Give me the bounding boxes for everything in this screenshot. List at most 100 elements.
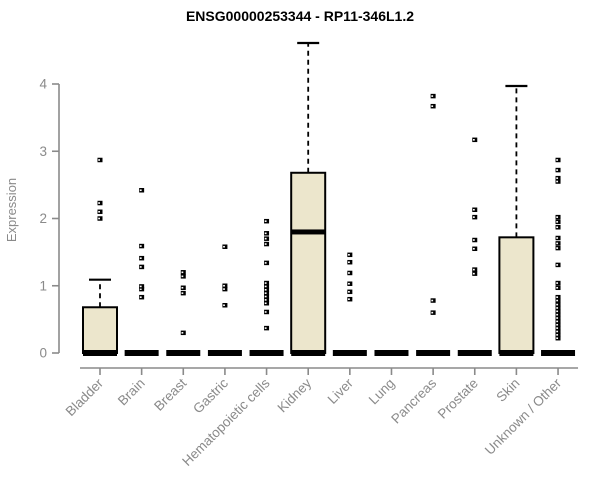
outlier-point-notch xyxy=(556,307,559,309)
y-axis-title: Expression xyxy=(4,178,19,242)
outlier-point-notch xyxy=(264,282,267,284)
median-line xyxy=(291,229,326,235)
outlier-point-notch xyxy=(98,210,100,213)
outlier-point-notch xyxy=(181,275,184,278)
zero-bar xyxy=(374,350,409,356)
outlier-point-notch xyxy=(264,237,267,240)
y-tick-label: 4 xyxy=(39,77,47,92)
outlier-point xyxy=(472,137,478,143)
outlier-point-notch xyxy=(431,105,434,107)
outlier-point-notch xyxy=(472,247,475,250)
x-category-label: Pancreas xyxy=(388,375,439,426)
outlier-point-notch xyxy=(556,299,559,302)
plot-marks xyxy=(82,41,576,356)
box xyxy=(498,236,535,354)
outlier-point-notch xyxy=(223,245,225,248)
y-axis: 0 1 2 3 4 xyxy=(39,77,60,361)
outlier-point-notch xyxy=(98,217,100,220)
outlier-point-notch xyxy=(348,272,350,274)
x-category-label: Breast xyxy=(151,375,189,413)
x-category-label: Brain xyxy=(115,376,148,409)
outlier-point-notch xyxy=(556,317,559,319)
x-category-label: Unknown / Other xyxy=(482,375,565,458)
y-tick-label: 0 xyxy=(39,346,47,361)
outlier-point-notch xyxy=(472,216,475,218)
zero-bar xyxy=(291,350,326,356)
outlier-point-notch xyxy=(556,159,559,161)
outlier-point-notch xyxy=(264,220,267,222)
outlier-point-notch xyxy=(348,291,350,293)
outlier-point-notch xyxy=(139,285,142,288)
x-category-label: Prostate xyxy=(435,376,481,422)
outlier-point-notch xyxy=(264,327,267,329)
outlier-point-notch xyxy=(556,247,559,249)
zero-bar xyxy=(541,350,576,356)
outlier-point-notch xyxy=(181,292,184,294)
outlier-point-notch xyxy=(472,139,475,141)
outlier-point-notch xyxy=(472,268,475,271)
zero-bar xyxy=(332,350,367,356)
outlier-point-notch xyxy=(472,272,475,275)
outlier-point xyxy=(472,214,478,220)
outlier-point-notch xyxy=(98,202,100,204)
x-category-label: Bladder xyxy=(63,375,107,419)
outlier-point-notch xyxy=(556,169,559,171)
outlier-point-notch xyxy=(264,292,267,294)
outlier-point-notch xyxy=(348,298,350,300)
outlier-point-notch xyxy=(264,232,267,235)
zero-bar xyxy=(457,350,492,356)
outlier-point-notch xyxy=(139,257,142,259)
outlier-point-notch xyxy=(223,288,225,290)
outlier-point-notch xyxy=(264,302,267,305)
outlier-point-notch xyxy=(556,303,559,306)
outlier-point-notch xyxy=(556,242,559,245)
outlier-point-notch xyxy=(556,221,559,223)
chart-title: ENSG00000253344 - RP11-346L1.2 xyxy=(186,8,414,24)
outlier-point-notch xyxy=(98,159,100,161)
outlier-point-notch xyxy=(431,311,434,314)
y-tick-label: 1 xyxy=(39,278,47,293)
outlier-point-notch xyxy=(556,337,559,340)
outlier-point-notch xyxy=(556,313,559,316)
zero-bar xyxy=(249,350,284,356)
outlier-point-notch xyxy=(264,243,267,245)
outlier-point-notch xyxy=(556,177,559,179)
zero-bar xyxy=(166,350,201,356)
outlier-point xyxy=(472,271,478,276)
y-tick-label: 3 xyxy=(39,144,47,159)
outlier-point-notch xyxy=(556,334,559,336)
box xyxy=(290,171,327,354)
outlier-point-notch xyxy=(139,296,142,298)
outlier-point-notch xyxy=(264,311,267,313)
outlier-point-notch xyxy=(264,288,267,291)
zero-bar xyxy=(416,350,451,356)
outlier-point-notch xyxy=(348,254,350,256)
outlier-point-notch xyxy=(556,282,559,284)
zero-bar xyxy=(499,350,534,356)
x-category-label: Skin xyxy=(493,376,522,405)
outlier-point-notch xyxy=(139,245,142,247)
outlier-point-notch xyxy=(264,262,267,264)
outlier-point-notch xyxy=(223,284,225,287)
outlier-point-notch xyxy=(139,266,142,268)
outlier-point-notch xyxy=(556,216,559,218)
outlier-point-notch xyxy=(556,296,559,298)
x-category-label: Gastric xyxy=(190,375,231,416)
x-category-label: Lung xyxy=(366,376,398,408)
outlier-point-notch xyxy=(139,189,142,192)
box xyxy=(82,306,118,354)
outlier-point-notch xyxy=(431,95,434,97)
outlier-point-notch xyxy=(348,261,350,264)
outlier-point-notch xyxy=(223,304,225,307)
outlier-point-notch xyxy=(181,332,184,334)
outlier-point-notch xyxy=(556,327,559,329)
outlier-point-notch xyxy=(264,299,267,301)
outlier-point-notch xyxy=(431,299,434,302)
x-category-label: Liver xyxy=(325,375,357,407)
outlier-point-notch xyxy=(556,237,559,239)
outlier-point xyxy=(472,246,478,252)
outlier-point-notch xyxy=(556,310,559,313)
outlier-point-notch xyxy=(348,282,350,285)
